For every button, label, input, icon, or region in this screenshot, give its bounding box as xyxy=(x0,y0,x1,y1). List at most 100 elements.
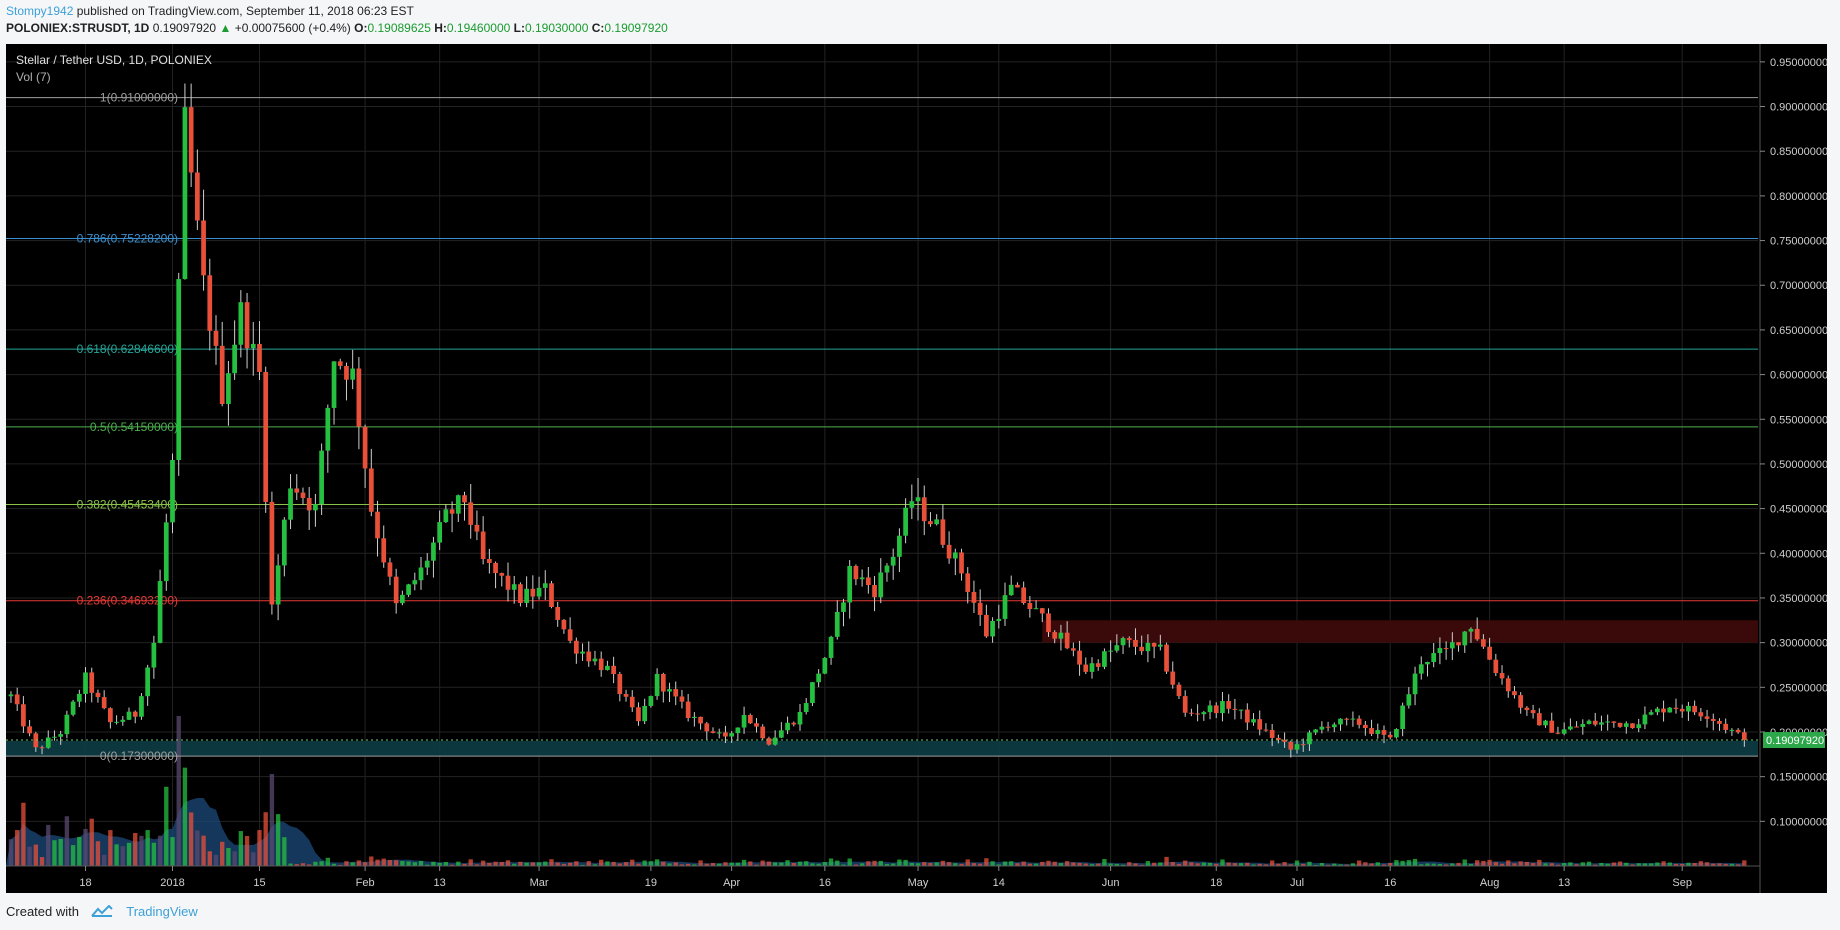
volume-bar xyxy=(52,840,57,866)
volume-bar xyxy=(1412,858,1418,866)
candle-body xyxy=(1449,642,1455,649)
time-tick-label: 16 xyxy=(1384,877,1396,889)
candle-body xyxy=(39,747,45,749)
candle-body xyxy=(946,544,952,559)
candle-body xyxy=(685,701,691,718)
volume-bar xyxy=(1052,861,1057,866)
volume-bar xyxy=(244,835,250,866)
volume-bar xyxy=(1711,863,1716,866)
volume-bar xyxy=(1487,859,1492,866)
volume-bar xyxy=(70,845,76,866)
candle-body xyxy=(52,736,57,738)
candle-body xyxy=(778,730,784,738)
volume-bar xyxy=(1493,862,1498,866)
price-axis[interactable]: 0.95000000 0.90000000 0.85000000 0.80000000… xyxy=(1759,44,1827,893)
candle-body xyxy=(959,552,964,574)
volume-bar xyxy=(1263,864,1269,866)
candle-body xyxy=(1648,712,1654,715)
last-price: 0.19097920 xyxy=(152,21,217,35)
volume-bar xyxy=(381,858,386,866)
candle-body xyxy=(45,737,51,748)
volume-bar xyxy=(1388,863,1393,866)
time-axis[interactable]: 18 2018 15 Feb 13 Mar 19 Apr 16 May 14 Jun 18 Jul 16 Au… xyxy=(6,865,1760,889)
volume-bar xyxy=(816,863,821,866)
candle-body xyxy=(791,722,797,725)
candle-body xyxy=(884,565,890,573)
candle-body xyxy=(300,492,306,498)
candle-body xyxy=(592,658,598,662)
volume-bar xyxy=(387,860,393,866)
volume-bar xyxy=(785,860,790,866)
volume-bar xyxy=(704,863,709,866)
candle-body xyxy=(928,521,933,525)
candle-body xyxy=(1710,718,1716,722)
candle-body xyxy=(437,522,443,543)
chart-panel[interactable]: 1(0.91000000) 0.786(0.75228200) 0.618(0.62… xyxy=(6,44,1827,893)
author-link[interactable]: Stompy1942 xyxy=(6,4,74,18)
candle-body xyxy=(1617,722,1623,727)
volume-bar xyxy=(375,859,380,866)
volume-bar xyxy=(1599,862,1604,866)
volume-bar xyxy=(33,844,38,866)
volume-bar xyxy=(1064,861,1070,866)
candle-body xyxy=(766,738,772,745)
candle-body xyxy=(710,731,716,733)
volume-bar xyxy=(648,861,654,866)
volume-bar xyxy=(46,824,51,866)
candle-body xyxy=(219,345,225,405)
volume-bar xyxy=(182,767,188,866)
volume-bar xyxy=(114,844,119,866)
volume-bar xyxy=(518,861,523,866)
volume-bar xyxy=(878,860,883,866)
time-tick-label: Feb xyxy=(356,877,375,889)
candle-body xyxy=(337,361,343,366)
volume-bar xyxy=(350,862,355,866)
candle-body xyxy=(810,682,815,704)
volume-bar xyxy=(1232,863,1238,866)
price-chart[interactable]: 1(0.91000000) 0.786(0.75228200) 0.618(0.62… xyxy=(6,44,1827,893)
volume-bar xyxy=(1686,862,1691,866)
candle-body xyxy=(1530,710,1536,714)
candle-body xyxy=(580,651,585,654)
candle-body xyxy=(965,573,971,592)
tradingview-link[interactable]: TradingView xyxy=(126,904,198,919)
candle-body xyxy=(1512,691,1517,696)
price-tick-label: 0.50000000 xyxy=(1770,459,1827,471)
volume-bar xyxy=(828,858,834,866)
tradingview-logo-icon[interactable] xyxy=(90,905,113,917)
volume-bar xyxy=(1742,860,1747,866)
volume-bar xyxy=(170,837,175,866)
volume-bar xyxy=(623,862,629,866)
volume-bar xyxy=(1269,860,1275,866)
volume-bar xyxy=(83,828,88,866)
price-tick-label: 0.80000000 xyxy=(1770,191,1827,203)
fibonacci-retracement[interactable]: 1(0.91000000) 0.786(0.75228200) 0.618(0.62… xyxy=(6,91,1758,763)
time-tick-label: Sep xyxy=(1672,877,1692,889)
candle-body xyxy=(1487,646,1492,660)
candle-body xyxy=(1089,663,1095,672)
volume-bar xyxy=(1369,863,1374,866)
volume-bar xyxy=(1009,861,1014,866)
candle-body xyxy=(1257,719,1263,730)
volume-bar xyxy=(772,862,778,866)
fib-level-label: 0.236(0.34693200) xyxy=(77,594,178,608)
candle-body xyxy=(1008,584,1014,596)
volume-bar xyxy=(1499,863,1505,866)
volume-bar xyxy=(369,856,374,866)
volume-bar xyxy=(791,862,796,866)
volume-bar xyxy=(101,854,107,866)
candle-body xyxy=(114,721,119,723)
candle-body xyxy=(455,495,461,514)
volume-bar xyxy=(1692,863,1697,866)
volume-bar xyxy=(1425,863,1430,866)
volume-bar xyxy=(8,839,14,866)
volume-bar xyxy=(841,864,846,866)
time-tick-label: May xyxy=(908,877,929,889)
volume-bar xyxy=(934,862,939,866)
fib-level-label: 0.786(0.75228200) xyxy=(77,232,178,246)
volume-bar xyxy=(1698,861,1704,866)
candle-body xyxy=(1039,608,1045,614)
candle-body xyxy=(1692,705,1697,713)
volume-bar xyxy=(1207,862,1213,866)
volume-bar xyxy=(449,864,455,866)
